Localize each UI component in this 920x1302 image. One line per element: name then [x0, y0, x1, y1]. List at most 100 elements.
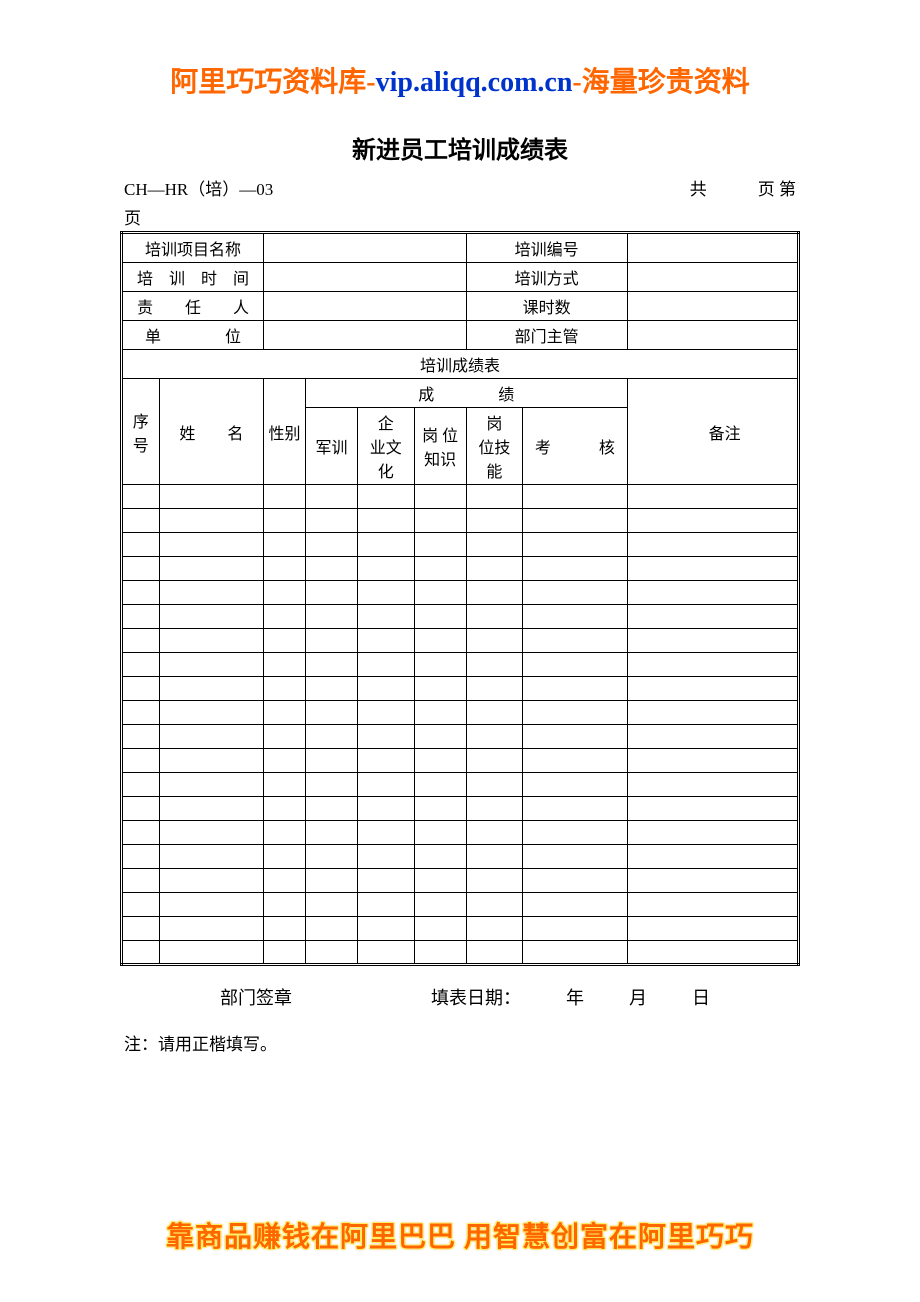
table-cell	[523, 725, 627, 749]
table-cell	[159, 845, 263, 869]
stamp-label: 部门签章	[220, 984, 292, 1010]
table-cell	[523, 917, 627, 941]
table-cell	[414, 821, 466, 845]
table-cell	[159, 581, 263, 605]
table-cell	[159, 701, 263, 725]
value-unit	[264, 321, 467, 350]
table-cell	[652, 509, 798, 533]
table-row	[122, 917, 799, 941]
table-cell	[627, 653, 652, 677]
table-cell	[358, 509, 414, 533]
document-title: 新进员工培训成绩表	[120, 130, 800, 165]
table-cell	[122, 821, 160, 845]
table-cell	[523, 941, 627, 965]
table-cell	[305, 869, 357, 893]
table-cell	[305, 605, 357, 629]
year-label: 年	[566, 984, 584, 1010]
table-cell	[466, 701, 522, 725]
info-row-1: 培训项目名称 培训编号	[122, 233, 799, 263]
table-cell	[305, 725, 357, 749]
table-cell	[122, 773, 160, 797]
table-cell	[264, 629, 306, 653]
table-cell	[627, 749, 652, 773]
table-cell	[466, 629, 522, 653]
table-cell	[652, 677, 798, 701]
table-cell	[264, 533, 306, 557]
col-score-2: 企 业文 化	[358, 408, 414, 485]
label-training-time: 培 训 时 间	[122, 263, 264, 292]
info-row-2: 培 训 时 间 培训方式	[122, 263, 799, 292]
table-row	[122, 821, 799, 845]
table-cell	[159, 893, 263, 917]
table-cell	[159, 725, 263, 749]
table-cell	[358, 893, 414, 917]
table-cell	[358, 941, 414, 965]
table-cell	[466, 917, 522, 941]
table-cell	[305, 917, 357, 941]
info-row-4: 单 位 部门主管	[122, 321, 799, 350]
table-cell	[264, 797, 306, 821]
table-cell	[122, 749, 160, 773]
table-row	[122, 557, 799, 581]
table-cell	[652, 821, 798, 845]
label-supervisor: 部门主管	[466, 321, 627, 350]
table-cell	[414, 557, 466, 581]
table-cell	[466, 509, 522, 533]
col-score-1: 军训	[305, 408, 357, 485]
table-cell	[264, 893, 306, 917]
table-cell	[523, 653, 627, 677]
value-responsible	[264, 292, 467, 321]
table-cell	[264, 725, 306, 749]
table-cell	[358, 653, 414, 677]
section-title: 培训成绩表	[122, 350, 799, 379]
value-training-time	[264, 263, 467, 292]
table-cell	[122, 869, 160, 893]
table-cell	[159, 797, 263, 821]
table-cell	[627, 533, 652, 557]
table-cell	[305, 557, 357, 581]
table-cell	[627, 917, 652, 941]
table-cell	[159, 917, 263, 941]
table-cell	[358, 749, 414, 773]
table-cell	[627, 725, 652, 749]
table-cell	[414, 677, 466, 701]
table-cell	[523, 749, 627, 773]
table-cell	[627, 869, 652, 893]
table-cell	[652, 629, 798, 653]
document-meta: CH—HR（培）—03 共 页 第	[120, 175, 800, 200]
table-cell	[264, 773, 306, 797]
col-score-3: 岗 位知识	[414, 408, 466, 485]
table-cell	[627, 941, 652, 965]
table-cell	[159, 941, 263, 965]
table-cell	[122, 725, 160, 749]
table-cell	[652, 653, 798, 677]
col-gender: 性别	[264, 379, 306, 485]
table-cell	[122, 917, 160, 941]
table-cell	[159, 869, 263, 893]
table-cell	[305, 581, 357, 605]
table-cell	[523, 845, 627, 869]
table-cell	[264, 557, 306, 581]
date-label: 填表日期：	[431, 984, 521, 1010]
table-cell	[627, 629, 652, 653]
table-row	[122, 533, 799, 557]
table-cell	[652, 533, 798, 557]
table-cell	[122, 845, 160, 869]
table-cell	[358, 917, 414, 941]
value-training-no	[627, 233, 798, 263]
table-cell	[466, 845, 522, 869]
table-cell	[627, 773, 652, 797]
table-cell	[264, 677, 306, 701]
table-cell	[627, 557, 652, 581]
table-cell	[264, 869, 306, 893]
table-cell	[627, 605, 652, 629]
table-cell	[358, 701, 414, 725]
table-row	[122, 701, 799, 725]
table-cell	[627, 485, 652, 509]
table-cell	[264, 581, 306, 605]
document-meta-line2: 页	[120, 204, 800, 229]
table-cell	[523, 557, 627, 581]
table-cell	[652, 797, 798, 821]
table-cell	[523, 677, 627, 701]
table-cell	[159, 653, 263, 677]
